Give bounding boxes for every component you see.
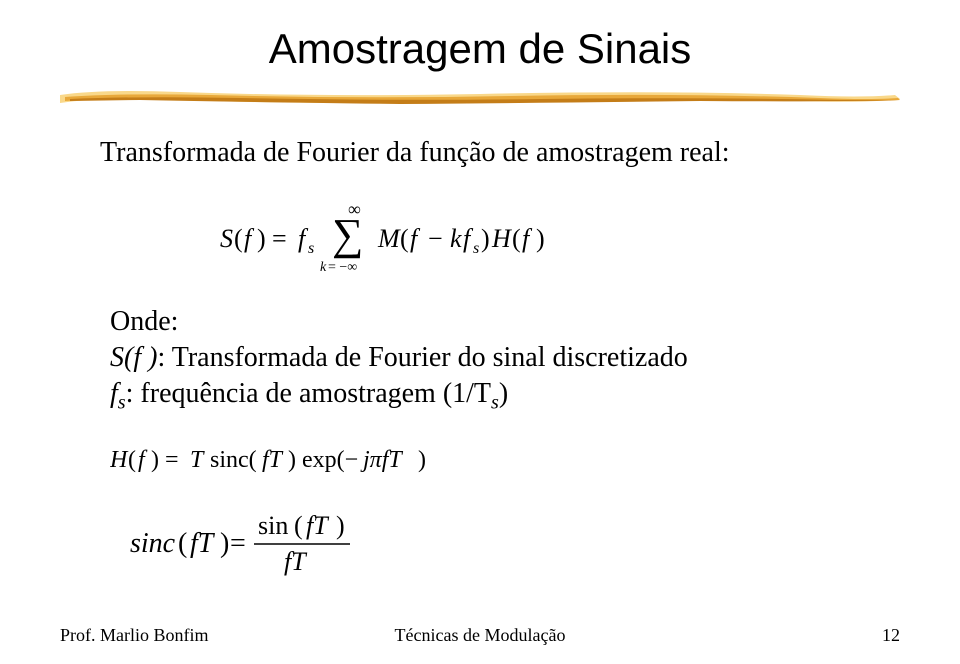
- svg-text:(: (: [234, 224, 243, 253]
- svg-text:jπfT: jπfT: [360, 447, 403, 473]
- svg-text:exp(−: exp(−: [302, 447, 358, 473]
- svg-text:∑: ∑: [332, 210, 363, 259]
- svg-text:=: =: [165, 447, 179, 473]
- svg-text:f: f: [138, 447, 148, 473]
- svg-text:): ): [220, 528, 229, 559]
- svg-text:=: =: [230, 528, 246, 559]
- footer-subject: Técnicas de Modulação: [340, 625, 620, 646]
- svg-text:fT: fT: [284, 547, 307, 576]
- svg-text:(: (: [400, 224, 409, 253]
- svg-text:f: f: [244, 224, 255, 253]
- svg-text:s: s: [473, 240, 479, 257]
- formula-hf: H ( f ) = T sinc( fT ) exp(− jπfT ): [110, 443, 880, 482]
- svg-text:fT: fT: [262, 447, 284, 473]
- formula-sinc: sinc ( fT ) = sin ( fT ) fT: [130, 512, 880, 583]
- svg-text:= −∞: = −∞: [328, 260, 357, 273]
- svg-text:): ): [536, 224, 545, 253]
- svg-text:f: f: [410, 224, 421, 253]
- formula-sf: S ( f ) = f s ∞ ∑ k = −∞ M ( f − k f: [100, 201, 880, 278]
- svg-text:M: M: [377, 224, 401, 253]
- sf-definition: S(f ): Transformada de Fourier do sinal …: [110, 342, 880, 374]
- svg-text:T: T: [190, 447, 205, 473]
- svg-text:(: (: [512, 224, 521, 253]
- svg-text:(: (: [178, 528, 187, 559]
- svg-text:s: s: [308, 240, 314, 257]
- svg-text:(: (: [294, 512, 303, 540]
- svg-text:): ): [288, 447, 296, 473]
- onde-label: Onde:: [110, 306, 880, 338]
- svg-text:sinc: sinc: [130, 528, 176, 559]
- svg-text:sinc(: sinc(: [210, 447, 257, 473]
- svg-text:): ): [336, 512, 345, 540]
- svg-text:f: f: [522, 224, 533, 253]
- svg-text:): ): [418, 447, 426, 473]
- svg-text:=: =: [272, 224, 287, 253]
- svg-text:−: −: [428, 224, 443, 253]
- svg-text:S: S: [220, 224, 233, 253]
- title-underline: [60, 85, 900, 113]
- svg-text:H: H: [491, 224, 512, 253]
- svg-text:fT: fT: [306, 512, 329, 540]
- svg-text:(: (: [128, 447, 136, 473]
- footer-author: Prof. Marlio Bonfim: [60, 625, 340, 646]
- svg-text:): ): [481, 224, 490, 253]
- fs-definition: fs: frequência de amostragem (1/Ts): [110, 378, 880, 415]
- svg-text:fT: fT: [190, 528, 216, 559]
- svg-text:H: H: [110, 447, 129, 473]
- footer-page-number: 12: [620, 625, 900, 646]
- intro-text: Transformada de Fourier da função de amo…: [100, 137, 880, 169]
- svg-text:k: k: [450, 224, 462, 253]
- footer: Prof. Marlio Bonfim Técnicas de Modulaçã…: [60, 625, 900, 646]
- svg-text:): ): [257, 224, 266, 253]
- svg-text:k: k: [320, 260, 327, 273]
- svg-text:): ): [151, 447, 159, 473]
- svg-text:sin: sin: [258, 512, 288, 540]
- page-title: Amostragem de Sinais: [60, 25, 900, 73]
